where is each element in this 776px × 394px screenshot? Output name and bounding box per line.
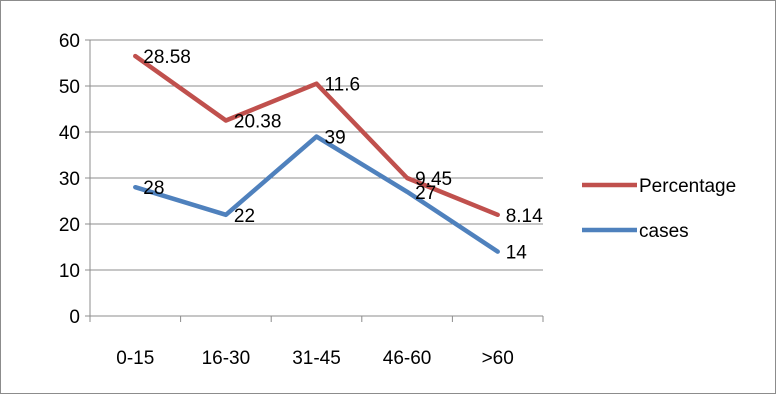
x-tick-label: >60: [482, 348, 514, 369]
y-tick-label: 0: [69, 307, 80, 328]
data-label: 28.58: [143, 47, 191, 68]
x-tick-label: 31-45: [292, 348, 341, 369]
data-label: 11.6: [325, 75, 361, 96]
data-label: 28: [143, 178, 164, 199]
y-tick-label: 10: [59, 261, 80, 282]
data-label: 27: [415, 183, 436, 204]
x-tick-label: 46-60: [383, 348, 432, 369]
data-labels: 28.58 20.38 11.6 9.45 8.14 28 22 39 27 14: [143, 47, 543, 264]
data-label: 9.45: [415, 169, 452, 190]
legend-label: Percentage: [639, 176, 736, 197]
y-tick-label: 50: [59, 77, 80, 98]
y-tick-label: 20: [59, 215, 80, 236]
axes: 0 10 20 30 40 50 60 0-15 16-30 31-45 46-60 >60: [59, 31, 544, 369]
x-tick-label: 0-15: [116, 348, 154, 369]
data-label: 8.14: [506, 206, 543, 227]
y-tick-label: 40: [59, 123, 80, 144]
data-label: 22: [234, 206, 255, 227]
y-tick-label: 30: [59, 169, 80, 190]
legend-label: cases: [639, 221, 689, 242]
data-label: 20.38: [234, 112, 282, 133]
x-tick-label: 16-30: [202, 348, 251, 369]
data-label: 39: [325, 128, 346, 149]
data-label: 14: [506, 243, 528, 264]
series-lines: [133, 53, 500, 254]
y-tick-label: 60: [59, 31, 80, 52]
legend: Percentage cases: [582, 176, 736, 242]
